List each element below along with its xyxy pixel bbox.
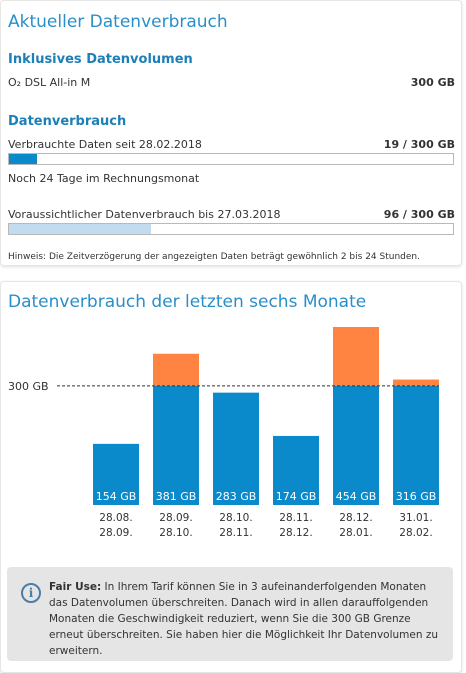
delay-hint: Hinweis: Die Zeitverzögerung der angezei… [8,252,420,262]
x-tick-label-2-end: 28.10. [159,527,192,539]
x-tick-label-4-end: 28.12. [279,527,312,539]
used-data-progress-bar [8,153,454,165]
x-tick-label-4-start: 28.11. [279,512,312,524]
bar-value-label-6: 316 GB [396,490,437,503]
current-usage-title: Aktueller Datenverbrauch [8,12,228,32]
bar-6 [393,385,439,505]
bar-value-label-4: 174 GB [276,490,317,503]
bar-value-label-5: 454 GB [336,490,377,503]
bar-over-limit-2 [153,353,199,386]
x-tick-label-1-end: 28.09. [99,527,132,539]
inclusive-volume-heading: Inklusives Datenvolumen [8,52,193,67]
x-tick-label-5-start: 28.12. [339,512,372,524]
bar-2 [153,385,199,505]
bar-value-label-1: 154 GB [96,490,137,503]
fair-use-body: In Ihrem Tarif können Sie in 3 aufeinand… [49,581,438,657]
bar-over-limit-5 [333,327,379,386]
forecast-value: 96 / 300 GB [383,208,455,221]
forecast-label: Voraussichtlicher Datenverbrauch bis 27.… [8,208,281,221]
used-data-value: 19 / 300 GB [383,138,455,151]
used-data-label: Verbrauchte Daten seit 28.02.2018 [8,138,202,151]
fair-use-label: Fair Use: [49,581,102,593]
days-remaining-text: Noch 24 Tage im Rechnungsmonat [8,172,200,185]
x-tick-label-1-start: 28.08. [99,512,132,524]
bar-over-limit-6 [393,379,439,386]
plan-name: O₂ DSL All-in M [8,76,91,89]
used-data-progress-fill [9,154,38,164]
usage-heading: Datenverbrauch [8,114,127,129]
bar-4 [273,435,319,505]
fair-use-info-box: i Fair Use: In Ihrem Tarif können Sie in… [7,567,453,661]
bar-1 [93,443,139,505]
x-tick-label-2-start: 28.09. [159,512,192,524]
bar-5 [333,385,379,505]
bar-value-label-3: 283 GB [216,490,257,503]
current-usage-card: Aktueller Datenverbrauch Inklusives Date… [0,0,462,266]
x-tick-label-6-start: 31.01. [399,512,432,524]
bar-value-label-2: 381 GB [156,490,197,503]
bar-3 [213,392,259,505]
x-tick-label-3-start: 28.10. [219,512,252,524]
forecast-progress-bar [8,223,454,235]
forecast-progress-fill [9,224,152,234]
info-icon: i [21,583,41,603]
limit-label: 300 GB [8,380,49,393]
usage-bar-chart: 154 GB 28.08. 28.09. 381 GB 28.09. 28.10. 283 … [8,327,439,539]
x-tick-label-3-end: 28.11. [219,527,252,539]
history-card: Datenverbrauch der letzten sechs Monate … [0,281,462,673]
x-tick-label-5-end: 28.01. [339,527,372,539]
history-title: Datenverbrauch der letzten sechs Monate [8,292,367,312]
x-tick-label-6-end: 28.02. [399,527,432,539]
fair-use-text: Fair Use: In Ihrem Tarif können Sie in 3… [49,579,444,659]
plan-volume: 300 GB [410,76,455,89]
